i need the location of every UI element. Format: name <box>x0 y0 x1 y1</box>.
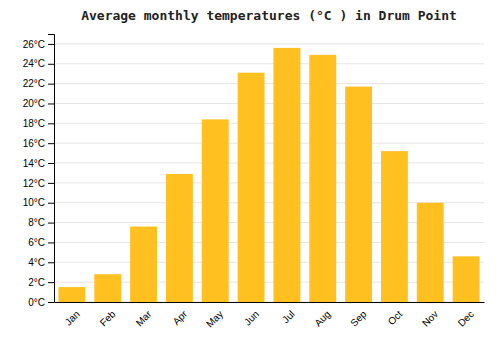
y-tick: 6°C <box>28 237 54 248</box>
y-tick-mark <box>48 223 54 224</box>
y-tick: 20°C <box>23 98 54 109</box>
grid-line <box>54 103 484 104</box>
grid-line <box>54 123 484 124</box>
y-tick: 4°C <box>28 257 54 268</box>
x-tick-label: May <box>204 308 225 329</box>
x-tick-label: Mar <box>134 308 154 328</box>
grid-line <box>54 163 484 164</box>
y-tick-label: 10°C <box>23 197 45 208</box>
y-tick-label: 14°C <box>23 158 45 169</box>
y-tick-mark <box>48 143 54 144</box>
y-tick-label: 4°C <box>28 257 45 268</box>
plot-area: 0°C 2°C 4°C 6°C 8°C 10°C 12°C 14°C 16°C 18°C 20°C 2… <box>23 35 485 330</box>
grid-line <box>54 83 484 84</box>
bar <box>309 55 336 302</box>
x-tick-label: Jun <box>242 308 261 327</box>
x-tick: Dec <box>456 308 476 328</box>
y-tick-label: 22°C <box>23 78 45 89</box>
x-tick-label: Jul <box>280 308 297 325</box>
x-tick-label: Dec <box>456 308 476 328</box>
y-tick-label: 6°C <box>28 237 45 248</box>
y-tick: 24°C <box>23 58 54 69</box>
y-tick-mark <box>48 44 54 45</box>
bar <box>453 256 480 302</box>
x-tick-label: Aug <box>312 308 332 328</box>
y-tick-label: 0°C <box>28 297 45 308</box>
y-tick-label: 20°C <box>23 98 45 109</box>
bar <box>166 174 193 302</box>
x-axis: Jan Feb Mar Apr May Jun Jul Aug Sep Oct Nov Dec <box>55 303 485 330</box>
bar <box>94 274 121 302</box>
x-tick-label: Feb <box>98 308 118 328</box>
chart: 0°C 2°C 4°C 6°C 8°C 10°C 12°C 14°C 16°C 18°C 20°C 2… <box>0 0 500 350</box>
y-tick-label: 26°C <box>23 39 45 50</box>
y-tick: 8°C <box>28 217 54 228</box>
grid-line <box>54 43 484 44</box>
bars <box>58 48 479 302</box>
y-tick-mark <box>48 163 54 164</box>
y-tick-mark <box>48 242 54 243</box>
x-axis-line <box>55 302 485 303</box>
x-tick: Nov <box>420 308 440 328</box>
y-tick: 2°C <box>28 277 54 288</box>
y-tick-mark <box>48 64 54 65</box>
grid-line <box>54 143 484 144</box>
y-tick-label: 8°C <box>28 217 45 228</box>
bar <box>130 227 157 302</box>
x-tick: Mar <box>134 308 154 328</box>
y-tick-mark <box>48 282 54 283</box>
y-tick-label: 12°C <box>23 178 45 189</box>
y-tick: 18°C <box>23 118 54 129</box>
bar <box>345 87 372 302</box>
y-tick: 22°C <box>23 78 54 89</box>
y-axis-line <box>48 35 55 303</box>
bar <box>381 151 408 302</box>
bar <box>202 119 229 302</box>
y-tick: 0°C <box>28 297 54 308</box>
x-tick-label: Apr <box>171 308 190 327</box>
x-tick: Feb <box>98 308 118 328</box>
y-tick: 10°C <box>23 197 54 208</box>
y-tick: 14°C <box>23 158 54 169</box>
x-tick: Jun <box>242 308 261 327</box>
x-tick-label: Sep <box>348 308 369 329</box>
y-tick-mark <box>48 262 54 263</box>
y-tick-label: 18°C <box>23 118 45 129</box>
x-tick-label: Nov <box>420 308 440 328</box>
x-tick: Aug <box>312 308 332 328</box>
y-tick-mark <box>48 183 54 184</box>
grid <box>54 44 484 302</box>
y-tick-mark <box>48 203 54 204</box>
grid-line <box>54 63 484 64</box>
y-tick-mark <box>48 302 54 303</box>
x-tick: Oct <box>386 308 405 327</box>
bar <box>273 48 300 302</box>
title: Average monthly temperatures (°C ) in Dr… <box>81 8 457 23</box>
x-tick: May <box>204 308 225 329</box>
y-tick-mark <box>48 103 54 104</box>
x-tick: Apr <box>171 308 190 327</box>
x-tick: Jan <box>63 308 82 327</box>
x-tick: Jul <box>280 308 297 325</box>
y-tick-mark <box>48 84 54 85</box>
y-tick-mark <box>48 123 54 124</box>
bar <box>58 287 85 302</box>
y-tick-label: 16°C <box>23 138 45 149</box>
y-tick: 26°C <box>23 39 54 50</box>
grid-line <box>54 182 484 183</box>
x-tick-label: Oct <box>386 308 405 327</box>
bar <box>417 203 444 302</box>
y-tick-label: 24°C <box>23 58 45 69</box>
bar <box>238 73 265 302</box>
y-tick: 12°C <box>23 178 54 189</box>
y-tick: 16°C <box>23 138 54 149</box>
y-tick-label: 2°C <box>28 277 45 288</box>
y-axis: 0°C 2°C 4°C 6°C 8°C 10°C 12°C 14°C 16°C 18°C 20°C 2… <box>23 35 55 308</box>
x-tick: Sep <box>348 308 369 329</box>
x-tick-label: Jan <box>63 308 82 327</box>
